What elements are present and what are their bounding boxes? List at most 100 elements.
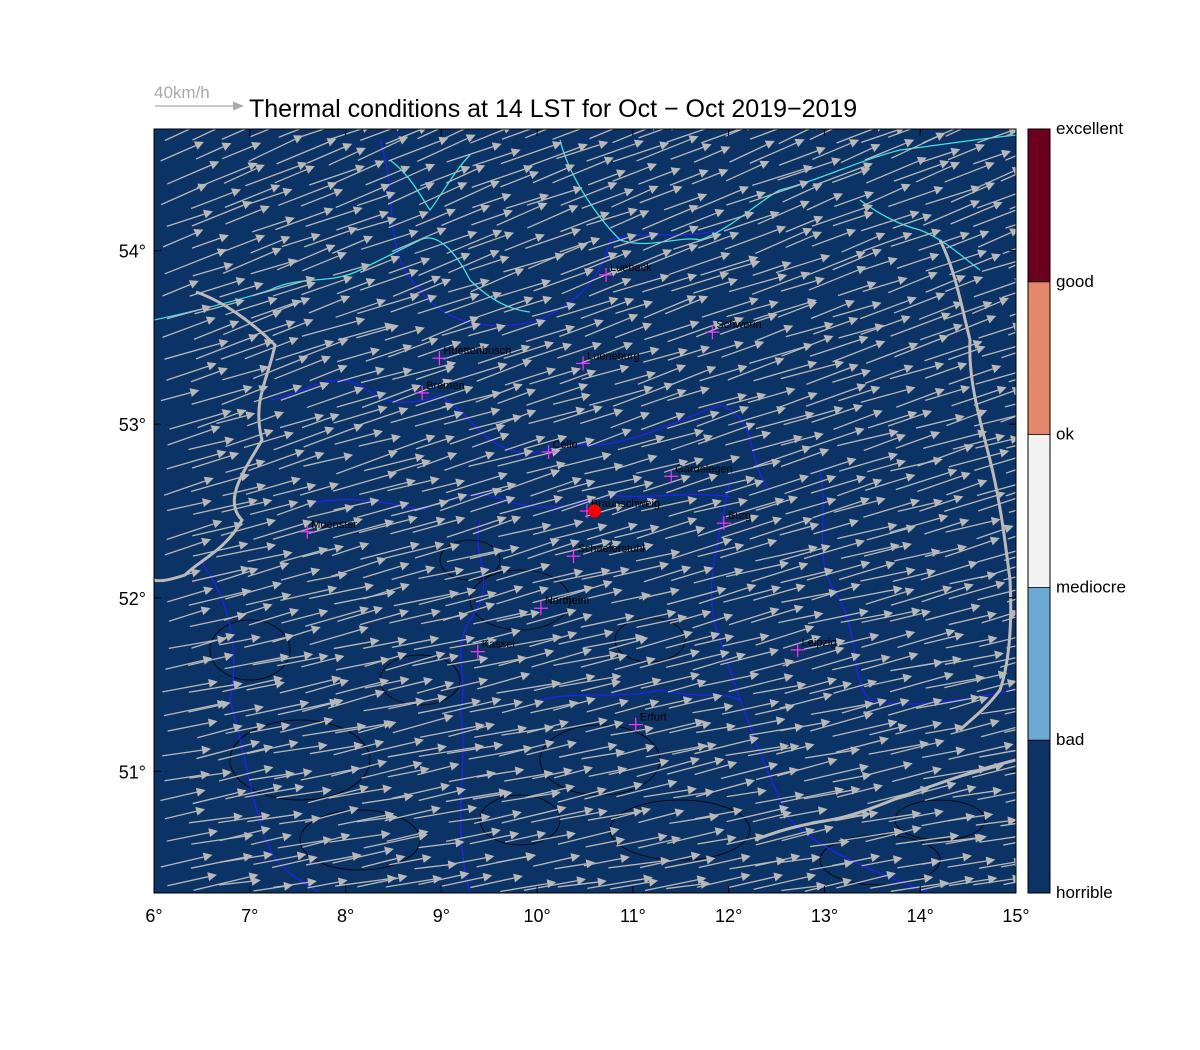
wind-vector (468, 323, 506, 337)
wind-vector (889, 671, 954, 693)
wind-vector (558, 742, 618, 758)
wind-vector (638, 587, 680, 600)
wind-vector (895, 431, 941, 449)
wind-vector (950, 182, 996, 203)
wind-vector (888, 697, 943, 716)
wind-vector (393, 434, 436, 452)
wind-vector (499, 739, 555, 757)
wind-vector (947, 811, 994, 822)
wind-vector (863, 433, 906, 452)
wind-vector (721, 516, 783, 539)
wind-vector (495, 852, 537, 864)
wind-vector (553, 650, 619, 666)
wind-vector (445, 471, 508, 494)
wind-vector (752, 681, 807, 695)
wind-vector (864, 364, 914, 384)
city-label: Huettenbusch (443, 345, 511, 357)
wind-vector (611, 185, 659, 208)
wind-vector (614, 524, 660, 539)
wind-vector (166, 828, 218, 842)
wind-vector (417, 292, 480, 315)
wind-vector (336, 278, 376, 295)
wind-vector (694, 807, 743, 820)
wind-vector (414, 860, 458, 870)
wind-vector (413, 278, 452, 296)
wind-vector (925, 274, 966, 293)
wind-vector (193, 872, 259, 891)
wind-vector (529, 143, 588, 167)
city-label: Muenster (311, 519, 357, 531)
wind-vector (697, 542, 745, 558)
wind-vector (808, 265, 867, 291)
wind-vector (584, 781, 644, 800)
wind-vector (276, 499, 317, 516)
wind-vector (1009, 313, 1016, 317)
wind-vector (160, 141, 204, 162)
wind-vector (496, 586, 549, 605)
wind-vector (1003, 556, 1016, 562)
wind-vector (893, 160, 950, 182)
wind-vector (303, 452, 354, 467)
wind-vector (919, 323, 963, 341)
wind-vector (448, 278, 490, 293)
wind-vector (189, 768, 232, 779)
wind-vector (582, 540, 622, 555)
wind-vector (581, 364, 630, 381)
wind-vector (448, 813, 491, 823)
wind-vector (587, 874, 653, 890)
wind-vector (697, 475, 756, 492)
wind-vector (897, 628, 956, 649)
wind-vector (862, 231, 913, 252)
wind-vector (446, 229, 503, 255)
city-huettenbusch: Huettenbusch (432, 345, 511, 366)
wind-vector (639, 851, 701, 869)
wind-vector (336, 391, 387, 408)
wind-vector (890, 879, 950, 892)
wind-vector (586, 207, 638, 226)
city-celle: Celle (541, 439, 578, 459)
wind-vector (832, 248, 882, 271)
wind-vector (777, 157, 842, 181)
wind-vector (920, 147, 961, 164)
wind-vector (273, 741, 328, 754)
wind-vector (503, 295, 553, 313)
wind-vector (441, 204, 491, 226)
wind-vector (672, 741, 717, 755)
wind-vector (553, 612, 593, 627)
wind-vector (862, 183, 911, 207)
wind-vector (924, 362, 968, 379)
wind-vector (918, 231, 970, 251)
wind-vector (807, 608, 869, 625)
wind-vector (728, 872, 784, 889)
wind-vector (803, 637, 846, 650)
wind-vector (364, 676, 410, 689)
wind-vector (415, 434, 455, 450)
wind-vector (223, 164, 265, 184)
wind-vector (309, 582, 375, 600)
wind-vector (890, 738, 945, 755)
wind-vector (332, 235, 374, 254)
wind-vector (643, 785, 697, 798)
x-tick-label: 7° (241, 906, 258, 926)
wind-vector (162, 745, 212, 757)
wind-vector (364, 651, 408, 667)
city-label: Bremen (426, 380, 465, 392)
wind-vector (387, 182, 435, 205)
wind-vector (867, 458, 907, 473)
wind-vector (840, 609, 894, 624)
wind-vector (360, 541, 420, 560)
wind-vector (952, 786, 1003, 798)
map-title: Thermal conditions at 14 LST for Oct − O… (249, 95, 857, 123)
wind-vector (894, 334, 949, 358)
wind-vector (469, 830, 520, 845)
coast-line (154, 237, 531, 321)
wind-vector (861, 630, 916, 648)
wind-vector (281, 232, 321, 248)
wind-vector (780, 543, 831, 562)
wind-vector (417, 129, 441, 140)
wind-vector (222, 482, 267, 497)
wind-vector (361, 737, 424, 756)
wind-vector (755, 791, 805, 804)
wind-vector (890, 228, 942, 247)
wind-vector (669, 812, 719, 824)
